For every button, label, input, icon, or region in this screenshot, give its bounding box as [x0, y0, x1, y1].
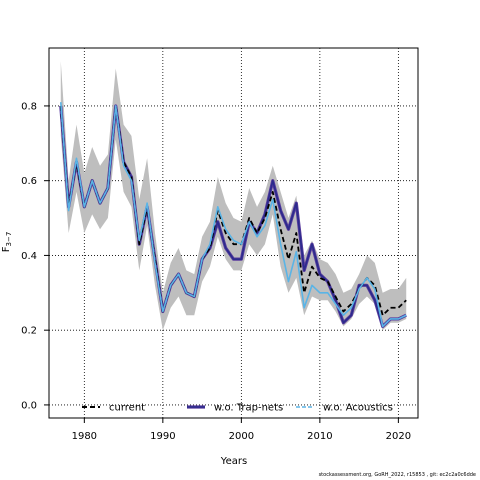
- x-tick-label: 1990: [150, 431, 175, 442]
- footer-credit: stockassessment.org, GoRH_2022, r15853 ,…: [318, 472, 476, 478]
- x-tick-label: 2020: [386, 431, 411, 442]
- y-axis-label: F3−7: [1, 232, 13, 253]
- y-axis-label-main: F: [1, 246, 12, 252]
- x-tick-label: 1980: [72, 431, 97, 442]
- x-axis-label: Years: [220, 456, 247, 467]
- y-axis: 0.0 0.2 0.4 0.6 0.8: [21, 101, 49, 411]
- confidence-band: [60, 61, 407, 331]
- y-tick-label: 0.6: [21, 176, 37, 187]
- legend-label: w.o. Acoustics: [323, 403, 393, 414]
- y-tick-label: 0.2: [21, 326, 37, 337]
- series-lines: [59, 102, 407, 329]
- series-line-acoustics: [59, 102, 407, 328]
- y-tick-label: 0.0: [21, 400, 37, 411]
- x-tick-label: 2000: [229, 431, 254, 442]
- y-tick-label: 0.8: [21, 101, 37, 112]
- x-tick-label: 2010: [307, 431, 332, 442]
- x-axis: 1980 1990 2000 2010 2020: [72, 418, 411, 442]
- legend: current w.o. Trap-nets w.o. Acoustics: [82, 403, 393, 414]
- plot-frame: [48, 47, 419, 419]
- legend-label: current: [109, 403, 145, 414]
- y-tick-label: 0.4: [21, 251, 37, 262]
- y-axis-label-sub: 3−7: [5, 232, 13, 247]
- legend-label: w.o. Trap-nets: [214, 403, 283, 414]
